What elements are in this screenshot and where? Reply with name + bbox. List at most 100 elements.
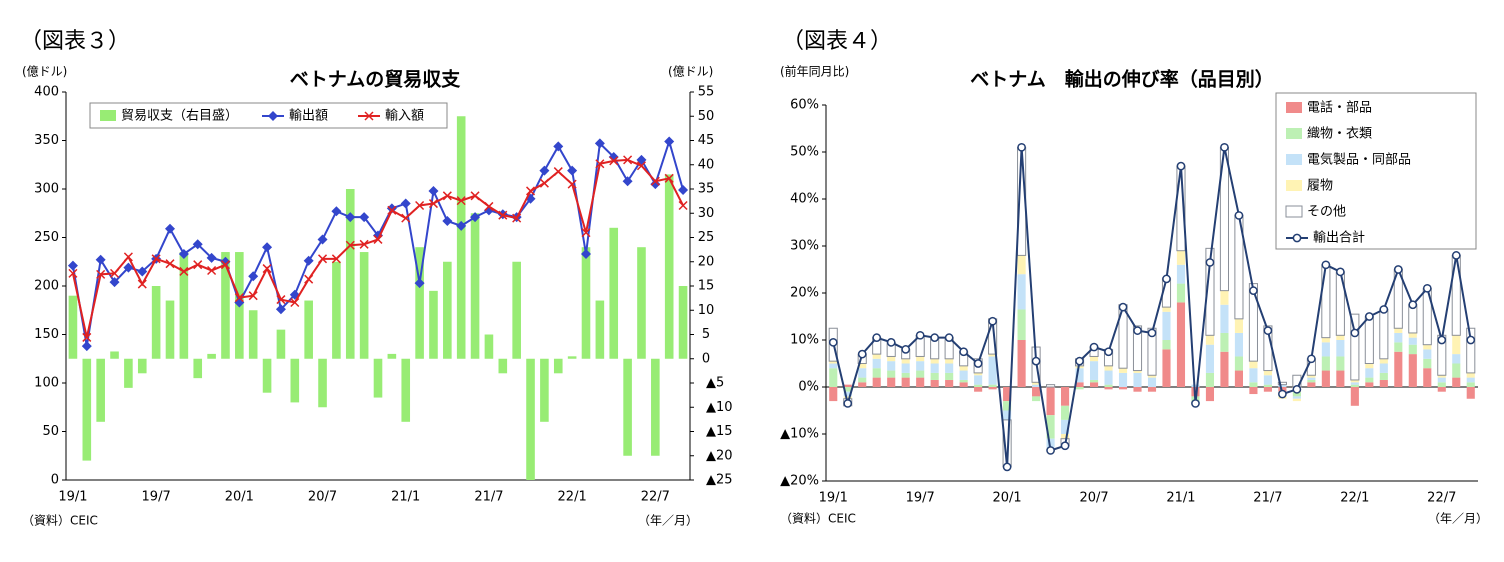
y-tick-label: 20% xyxy=(790,286,819,301)
bar xyxy=(1118,368,1128,373)
bar xyxy=(96,358,105,422)
bar xyxy=(901,358,910,364)
figure-label: （図表４） xyxy=(782,29,892,54)
y-tick-label: 300 xyxy=(34,182,59,197)
bar xyxy=(1292,398,1301,402)
bar xyxy=(1162,307,1171,312)
marker xyxy=(1176,161,1186,171)
bar xyxy=(1452,377,1461,387)
bar xyxy=(974,387,983,392)
bar xyxy=(1089,379,1099,383)
bar xyxy=(1249,382,1258,387)
bar xyxy=(1032,387,1041,397)
bar xyxy=(1176,283,1186,303)
bar xyxy=(1191,384,1200,387)
y-tick-label: 200 xyxy=(34,279,59,294)
marker xyxy=(110,268,120,278)
bar xyxy=(1408,354,1417,387)
marker xyxy=(331,254,341,264)
bar xyxy=(1336,335,1345,340)
y2-tick-label: ▲20 xyxy=(706,448,733,463)
marker xyxy=(303,255,314,266)
bar xyxy=(1017,274,1026,310)
bar xyxy=(1394,342,1403,352)
y2-tick-label: ▲15 xyxy=(706,424,733,439)
bar xyxy=(1104,384,1113,387)
x-tick-label: 21/1 xyxy=(391,490,420,505)
bar xyxy=(1162,349,1171,387)
marker xyxy=(248,271,259,282)
x-tick-label: 19/7 xyxy=(142,490,171,505)
bar xyxy=(1263,387,1272,392)
bar xyxy=(623,358,632,456)
marker xyxy=(915,330,925,340)
marker xyxy=(262,264,272,274)
marker xyxy=(206,252,217,263)
y-tick-label: 40% xyxy=(790,192,819,207)
marker xyxy=(1451,251,1461,260)
bar xyxy=(1017,340,1026,387)
bar xyxy=(1003,410,1012,420)
bar xyxy=(151,286,161,359)
legend-swatch xyxy=(1286,128,1302,139)
y2-tick-label: 40 xyxy=(698,157,715,172)
marker xyxy=(192,239,203,250)
bar xyxy=(1364,316,1374,364)
x-tick-label: 22/1 xyxy=(1340,491,1369,506)
marker xyxy=(96,269,106,279)
bar xyxy=(1379,363,1388,373)
bar xyxy=(484,334,494,359)
bar xyxy=(1089,382,1099,387)
marker xyxy=(1336,267,1345,277)
y-tick-label: 50% xyxy=(790,145,819,160)
bar xyxy=(1248,283,1258,362)
x-tick-label: 20/1 xyxy=(225,490,254,505)
marker xyxy=(539,178,549,188)
bar xyxy=(526,358,535,480)
bar xyxy=(1394,332,1403,343)
bar xyxy=(1379,308,1389,360)
legend-label: 電話・部品 xyxy=(1307,100,1372,116)
bar xyxy=(1220,304,1229,333)
bar xyxy=(1452,354,1461,364)
bar xyxy=(429,290,438,359)
bar xyxy=(1075,368,1084,383)
bar xyxy=(945,363,954,373)
bar xyxy=(1003,387,1012,402)
bar xyxy=(1394,351,1403,387)
marker xyxy=(401,213,411,223)
bar xyxy=(1234,356,1243,371)
marker xyxy=(1002,462,1012,472)
bar xyxy=(1379,372,1388,380)
y-unit: (億ドル) xyxy=(22,65,67,79)
bar xyxy=(1379,358,1388,364)
bar xyxy=(1437,375,1446,378)
x-tick-label: 20/1 xyxy=(993,491,1022,506)
marker xyxy=(664,173,674,183)
marker xyxy=(608,151,619,162)
bar xyxy=(945,379,954,387)
bar xyxy=(1321,356,1330,371)
bar xyxy=(887,356,896,362)
marker xyxy=(1234,211,1244,220)
marker xyxy=(1162,274,1171,284)
bar xyxy=(1350,379,1359,383)
bar xyxy=(1176,250,1186,265)
bar xyxy=(1089,361,1099,380)
bar xyxy=(1277,381,1287,386)
bar xyxy=(290,358,300,403)
legend-swatch xyxy=(1286,154,1302,165)
bar xyxy=(1089,356,1099,362)
bar xyxy=(1307,382,1316,387)
x-tick-label: 21/1 xyxy=(1166,491,1195,506)
bar xyxy=(858,382,867,387)
bar xyxy=(1336,370,1345,387)
x-unit: （年／月） xyxy=(1428,512,1488,526)
y2-tick-label: 25 xyxy=(698,230,715,245)
marker xyxy=(276,295,286,305)
bar xyxy=(248,310,258,359)
bar xyxy=(887,370,896,378)
bar xyxy=(901,372,910,378)
marker xyxy=(1292,385,1302,394)
bar xyxy=(1249,361,1258,369)
